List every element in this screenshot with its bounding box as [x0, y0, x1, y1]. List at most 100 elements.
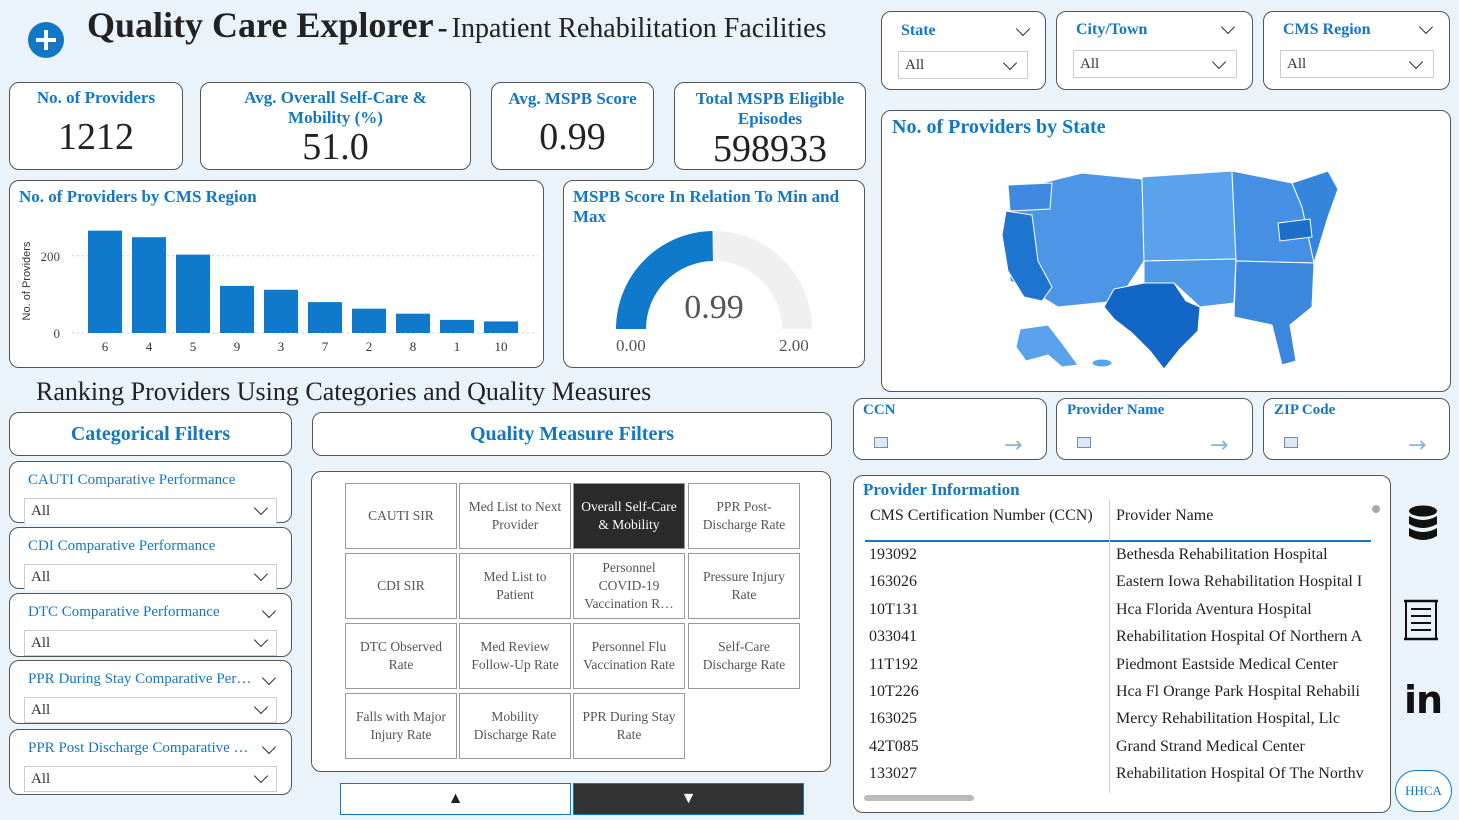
table-row[interactable]: 10T131 Hca Florida Aventura Hospital	[865, 597, 1371, 624]
table-row[interactable]: 11T192 Piedmont Eastside Medical Center	[865, 652, 1371, 679]
region-chart-card: No. of Providers by CMS Region 200 0 No. o…	[9, 180, 544, 368]
quality-tile[interactable]: Falls with Major Injury Rate	[345, 693, 457, 759]
quality-tile[interactable]: Personnel Flu Vaccination Rate	[573, 623, 685, 689]
quality-tile[interactable]: Med Review Follow-Up Rate	[459, 623, 571, 689]
kpi-episodes: Total MSPB Eligible Episodes 598933	[674, 82, 866, 170]
x-tick-label: 7	[322, 339, 329, 354]
table-row[interactable]: 033041 Rehabilitation Hospital Of Norther…	[865, 624, 1371, 651]
vertical-scrollbar[interactable]	[1372, 505, 1380, 513]
quality-tile[interactable]: CAUTI SIR	[345, 483, 457, 549]
quality-tile[interactable]: Mobility Discharge Rate	[459, 693, 571, 759]
state-filter[interactable]: State All	[881, 11, 1046, 90]
table-row[interactable]: 193092 Bethesda Rehabilitation Hospital	[865, 542, 1371, 569]
chevron-down-icon[interactable]	[261, 603, 277, 619]
quality-tile[interactable]: PPR Post-Discharge Rate	[688, 483, 800, 549]
chevron-down-icon	[253, 768, 269, 784]
table-column-divider	[1109, 500, 1110, 793]
quality-filters-title: Quality Measure Filters	[469, 423, 675, 445]
cdi-select[interactable]: All	[24, 564, 277, 590]
cauti-select[interactable]: All	[24, 498, 277, 524]
checkbox-icon[interactable]	[1077, 437, 1091, 448]
quality-tile[interactable]: Overall Self-Care & Mobility	[573, 483, 685, 549]
title-subtitle: Inpatient Rehabilitation Facilities	[451, 13, 827, 44]
categorical-filters-title: Categorical Filters	[70, 423, 231, 445]
chevron-down-icon	[253, 566, 269, 582]
chevron-down-icon	[1002, 55, 1018, 71]
bar-region-2	[352, 308, 386, 333]
chevron-down-icon[interactable]	[261, 670, 277, 686]
table-header-ccn[interactable]: CMS Certification Number (CCN)	[870, 507, 1093, 524]
quality-tile[interactable]: Personnel COVID-19 Vaccination R…	[573, 553, 685, 619]
us-state-map[interactable]	[882, 111, 1452, 393]
kpi-self-care-value: 51.0	[302, 126, 369, 168]
table-row[interactable]: 133027 Rehabilitation Hospital Of The Nor…	[865, 761, 1371, 788]
x-tick-label: 6	[102, 339, 109, 354]
state-select[interactable]: All	[898, 51, 1028, 79]
chevron-down-icon	[1211, 54, 1227, 70]
cms-region-filter[interactable]: CMS Region All	[1263, 11, 1450, 90]
table-row[interactable]: 10T226 Hca Fl Orange Park Hospital Rehabi…	[865, 679, 1371, 706]
ppr-stay-filter[interactable]: PPR During Stay Comparative Performance …	[9, 660, 292, 724]
linkedin-icon[interactable]: in	[1404, 678, 1443, 722]
hhca-badge[interactable]: HHCA	[1395, 770, 1452, 812]
gauge-max: 2.00	[779, 336, 809, 355]
checkbox-icon[interactable]	[1284, 437, 1298, 448]
add-icon[interactable]	[28, 22, 64, 58]
table-header-name[interactable]: Provider Name	[1116, 507, 1214, 524]
provider-name-search[interactable]: Provider Name →	[1056, 398, 1253, 460]
quality-tile[interactable]: PPR During Stay Rate	[573, 693, 685, 759]
ppr-post-select[interactable]: All	[24, 766, 277, 792]
table-row[interactable]: 42T085 Grand Strand Medical Center	[865, 734, 1371, 761]
cauti-filter-label: CAUTI Comparative Performance	[28, 472, 236, 488]
provider-name-cell: Eastern Iowa Rehabilitation Hospital I	[1116, 573, 1363, 591]
up-arrow-icon: ▲	[447, 790, 464, 807]
scroll-up-button[interactable]: ▲	[340, 783, 571, 815]
dtc-select-value: All	[31, 634, 51, 651]
checkbox-icon[interactable]	[874, 437, 888, 448]
quality-tile[interactable]: Self-Care Discharge Rate	[688, 623, 800, 689]
arrow-right-icon[interactable]: →	[1408, 433, 1427, 458]
ccn-cell: 10T226	[869, 683, 919, 700]
horizontal-scrollbar[interactable]	[864, 795, 974, 801]
bar-region-7	[308, 302, 342, 333]
ppr-post-filter[interactable]: PPR Post Discharge Comparative Performan…	[9, 729, 292, 795]
quality-tile[interactable]: Med List to Next Provider	[459, 483, 571, 549]
quality-tile[interactable]: DTC Observed Rate	[345, 623, 457, 689]
ccn-cell: 133027	[869, 765, 917, 783]
ccn-cell: 033041	[869, 628, 917, 646]
chevron-down-icon[interactable]	[1418, 19, 1434, 35]
arrow-right-icon[interactable]: →	[1210, 433, 1229, 458]
quality-tile[interactable]: Med List to Patient	[459, 553, 571, 619]
ppr-stay-select[interactable]: All	[24, 697, 277, 723]
y-tick-label: 0	[54, 326, 61, 341]
kpi-providers-value: 1212	[58, 116, 134, 158]
chevron-down-icon[interactable]	[1220, 19, 1236, 35]
document-list-icon[interactable]	[1403, 597, 1439, 643]
x-tick-label: 8	[410, 339, 417, 354]
title-main: Quality Care Explorer	[87, 5, 434, 45]
quality-tile[interactable]: Pressure Injury Rate	[688, 553, 800, 619]
ccn-search-label: CCN	[863, 402, 896, 418]
dtc-select[interactable]: All	[24, 630, 277, 656]
cms-region-select[interactable]: All	[1280, 50, 1434, 78]
chevron-down-icon[interactable]	[1015, 21, 1031, 37]
down-arrow-icon: ▼	[680, 790, 697, 807]
dtc-filter[interactable]: DTC Comparative Performance All	[9, 593, 292, 657]
zip-search[interactable]: ZIP Code →	[1263, 398, 1450, 460]
cdi-filter[interactable]: CDI Comparative Performance All	[9, 527, 292, 590]
database-icon[interactable]	[1408, 505, 1438, 547]
chevron-down-icon[interactable]	[261, 739, 277, 755]
scroll-down-button[interactable]: ▼	[573, 783, 804, 815]
arrow-right-icon[interactable]: →	[1004, 433, 1023, 458]
provider-name-search-label: Provider Name	[1067, 402, 1165, 418]
city-filter[interactable]: City/Town All	[1056, 11, 1253, 90]
map-southeast	[1233, 260, 1315, 366]
ccn-cell: 10T131	[869, 600, 919, 618]
ranking-heading: Ranking Providers Using Categories and Q…	[36, 377, 652, 406]
cauti-filter[interactable]: CAUTI Comparative Performance All	[9, 461, 292, 524]
ccn-search[interactable]: CCN →	[853, 398, 1047, 460]
table-row[interactable]: 163026 Eastern Iowa Rehabilitation Hospit…	[865, 569, 1371, 596]
city-select[interactable]: All	[1073, 50, 1237, 78]
quality-tile[interactable]: CDI SIR	[345, 553, 457, 619]
table-row[interactable]: 163025 Mercy Rehabilitation Hospital, Llc	[865, 706, 1371, 733]
